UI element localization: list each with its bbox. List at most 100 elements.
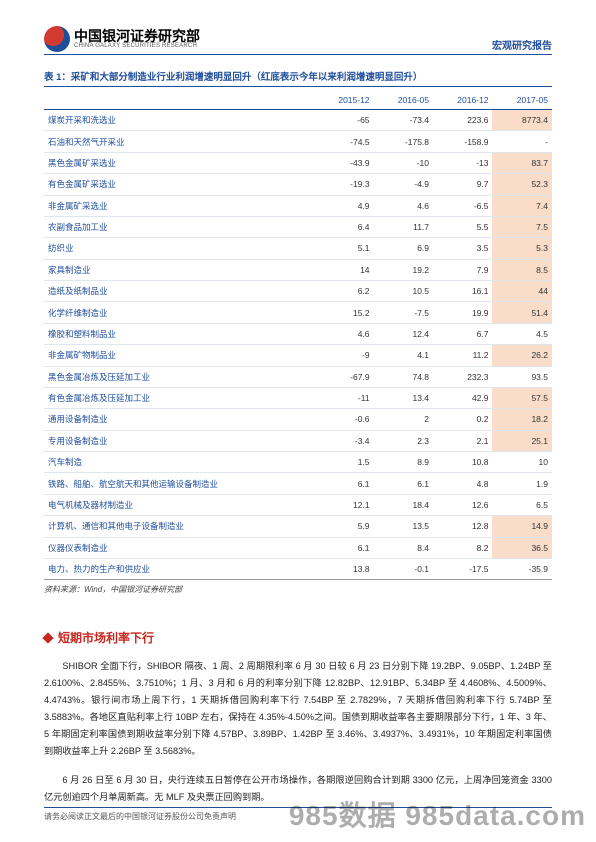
table-header-cell: 2017-05 xyxy=(492,91,552,110)
row-value: 1.9 xyxy=(492,473,552,494)
table-row: 非金属矿采选业4.94.6-6.57.4 xyxy=(44,195,552,216)
row-value: -11 xyxy=(314,387,373,408)
row-label: 造纸及纸制品业 xyxy=(44,281,314,302)
row-value: 25.1 xyxy=(492,430,552,451)
table-row: 有色金属矿采选业-19.3-4.99.752.3 xyxy=(44,174,552,195)
row-value: 4.6 xyxy=(374,195,433,216)
body-paragraph-1: SHIBOR 全面下行，SHIBOR 隔夜、1 周、2 周期限利率 6 月 30… xyxy=(44,658,552,760)
row-label: 汽车制造 xyxy=(44,452,314,473)
row-value: 3.5 xyxy=(433,238,492,259)
row-value: 44 xyxy=(492,281,552,302)
table-row: 黑色金属冶炼及压延加工业-67.974.8232.393.5 xyxy=(44,366,552,387)
row-value: 223.6 xyxy=(433,110,492,131)
row-value: 26.2 xyxy=(492,345,552,366)
row-value: 6.2 xyxy=(314,281,373,302)
row-value: 12.1 xyxy=(314,494,373,515)
table-source: 资料来源：Wind，中国银河证券研究部 xyxy=(44,584,552,595)
row-value: 52.3 xyxy=(492,174,552,195)
row-value: 4.1 xyxy=(374,345,433,366)
row-value: 6.1 xyxy=(314,473,373,494)
row-value: 5.9 xyxy=(314,516,373,537)
row-value: 10.5 xyxy=(374,281,433,302)
row-value: 8.2 xyxy=(433,537,492,558)
row-value: 14.9 xyxy=(492,516,552,537)
row-value: 6.7 xyxy=(433,323,492,344)
row-label: 石油和天然气开采业 xyxy=(44,131,314,152)
row-label: 专用设备制造业 xyxy=(44,430,314,451)
row-value: -3.4 xyxy=(314,430,373,451)
footer-disclaimer: 请务必阅读正文最后的中国银河证券股份公司免责声明 xyxy=(44,811,236,822)
row-value: -4.9 xyxy=(374,174,433,195)
row-value: 51.4 xyxy=(492,302,552,323)
row-value: 13.5 xyxy=(374,516,433,537)
row-label: 纺织业 xyxy=(44,238,314,259)
row-value: 11.7 xyxy=(374,216,433,237)
table-row: 农副食品加工业6.411.75.57.5 xyxy=(44,216,552,237)
row-value: 19.9 xyxy=(433,302,492,323)
row-label: 仪器仪表制造业 xyxy=(44,537,314,558)
row-value: -67.9 xyxy=(314,366,373,387)
row-value: 8.5 xyxy=(492,259,552,280)
row-value: -73.4 xyxy=(374,110,433,131)
table-row: 纺织业5.16.93.55.3 xyxy=(44,238,552,259)
table-row: 橡胶和塑料制品业4.612.46.74.5 xyxy=(44,323,552,344)
table-header-cell xyxy=(44,91,314,110)
row-value: 16.1 xyxy=(433,281,492,302)
row-value: 6.9 xyxy=(374,238,433,259)
row-value: 2 xyxy=(374,409,433,430)
table-row: 石油和天然气开采业-74.5-175.8-158.9- xyxy=(44,131,552,152)
table-row: 通用设备制造业-0.620.218.2 xyxy=(44,409,552,430)
row-label: 电气机械及器材制造业 xyxy=(44,494,314,515)
report-type: 宏观研究报告 xyxy=(492,37,552,52)
row-value: -0.6 xyxy=(314,409,373,430)
row-value: 6.1 xyxy=(314,537,373,558)
row-value: 0.2 xyxy=(433,409,492,430)
row-label: 家具制造业 xyxy=(44,259,314,280)
table-row: 黑色金属矿采选业-43.9-10-1383.7 xyxy=(44,152,552,173)
table-row: 非金属矿物制品业-94.111.226.2 xyxy=(44,345,552,366)
row-value: 19.2 xyxy=(374,259,433,280)
row-label: 计算机、通信和其他电子设备制造业 xyxy=(44,516,314,537)
row-value: 42.9 xyxy=(433,387,492,408)
table-row: 化学纤维制造业15.2-7.519.951.4 xyxy=(44,302,552,323)
row-label: 黑色金属冶炼及压延加工业 xyxy=(44,366,314,387)
section-title: 短期市场利率下行 xyxy=(44,629,552,646)
table-row: 煤炭开采和洗选业-65-73.4223.68773.4 xyxy=(44,110,552,131)
row-label: 黑色金属矿采选业 xyxy=(44,152,314,173)
row-value: - xyxy=(492,131,552,152)
table-row: 造纸及纸制品业6.210.516.144 xyxy=(44,281,552,302)
logo-mark-icon xyxy=(44,26,70,52)
table-row: 专用设备制造业-3.42.32.125.1 xyxy=(44,430,552,451)
row-value: 12.6 xyxy=(433,494,492,515)
row-label: 通用设备制造业 xyxy=(44,409,314,430)
table-row: 计算机、通信和其他电子设备制造业5.913.512.814.9 xyxy=(44,516,552,537)
row-value: 18.4 xyxy=(374,494,433,515)
row-label: 煤炭开采和洗选业 xyxy=(44,110,314,131)
row-value: 8.4 xyxy=(374,537,433,558)
row-value: 4.6 xyxy=(314,323,373,344)
row-value: -0.1 xyxy=(374,558,433,579)
row-label: 橡胶和塑料制品业 xyxy=(44,323,314,344)
row-value: -65 xyxy=(314,110,373,131)
table-row: 仪器仪表制造业6.18.48.236.5 xyxy=(44,537,552,558)
row-label: 电力、热力的生产和供应业 xyxy=(44,558,314,579)
row-value: -43.9 xyxy=(314,152,373,173)
row-label: 铁路、船舶、航空航天和其他运输设备制造业 xyxy=(44,473,314,494)
row-value: -17.5 xyxy=(433,558,492,579)
row-value: 74.8 xyxy=(374,366,433,387)
row-value: 7.5 xyxy=(492,216,552,237)
row-label: 非金属矿采选业 xyxy=(44,195,314,216)
row-value: 7.9 xyxy=(433,259,492,280)
row-value: 11.2 xyxy=(433,345,492,366)
row-value: -175.8 xyxy=(374,131,433,152)
row-value: -6.5 xyxy=(433,195,492,216)
logo: 中国银河证券研究部 CHINA GALAXY SECURITIES RESEAR… xyxy=(44,26,200,52)
row-value: -74.5 xyxy=(314,131,373,152)
row-value: 1.5 xyxy=(314,452,373,473)
page-header: 中国银河证券研究部 CHINA GALAXY SECURITIES RESEAR… xyxy=(44,26,552,55)
row-value: -35.9 xyxy=(492,558,552,579)
row-value: 57.5 xyxy=(492,387,552,408)
row-label: 农副食品加工业 xyxy=(44,216,314,237)
row-value: 4.9 xyxy=(314,195,373,216)
table-row: 电力、热力的生产和供应业13.8-0.1-17.5-35.9 xyxy=(44,558,552,579)
